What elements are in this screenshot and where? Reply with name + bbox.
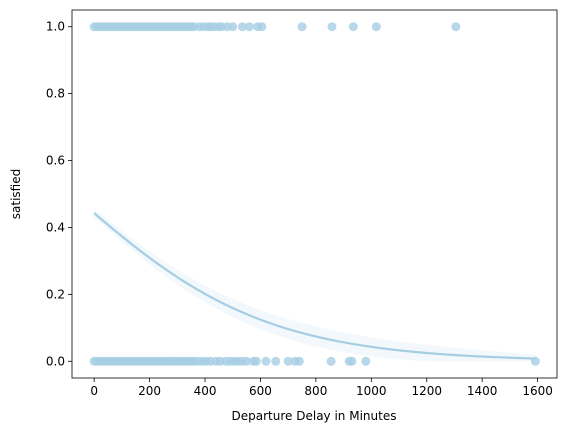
y-tick-label: 0.0 (46, 354, 65, 368)
data-point (251, 356, 261, 366)
data-point (257, 22, 267, 32)
x-tick-label: 800 (304, 384, 327, 398)
y-axis-title: satisfied (9, 169, 23, 219)
data-point (326, 356, 336, 366)
y-tick-label: 1.0 (46, 20, 65, 34)
x-tick-label: 1000 (356, 384, 387, 398)
y-tick-label: 0.2 (46, 287, 65, 301)
data-point (348, 22, 358, 32)
data-point (283, 356, 293, 366)
x-tick-label: 600 (249, 384, 272, 398)
data-point (242, 356, 252, 366)
data-point (361, 356, 371, 366)
y-tick-label: 0.6 (46, 154, 65, 168)
y-axis: 0.0 0.2 0.4 0.6 0.8 1.0 (46, 20, 72, 368)
data-point (297, 22, 307, 32)
y-tick-label: 0.4 (46, 220, 65, 234)
y-tick-label: 0.8 (46, 87, 65, 101)
x-tick-label: 1200 (411, 384, 442, 398)
x-axis-title: Departure Delay in Minutes (232, 409, 397, 423)
x-tick-label: 1400 (467, 384, 498, 398)
fit-line-layer (93, 212, 536, 360)
data-point (327, 22, 337, 32)
fit-line (93, 212, 536, 360)
data-point (347, 356, 357, 366)
data-point (294, 356, 304, 366)
x-tick-label: 0 (90, 384, 98, 398)
x-tick-label: 200 (138, 384, 161, 398)
data-point (244, 22, 254, 32)
confidence-band-layer (94, 209, 536, 362)
x-axis: 0 200 400 600 800 1000 1200 1400 1600 (90, 378, 553, 398)
points-layer (89, 22, 540, 366)
data-point (228, 22, 238, 32)
plot-frame (71, 9, 558, 379)
data-point (451, 22, 461, 32)
data-point (371, 22, 381, 32)
x-tick-label: 1600 (522, 384, 553, 398)
data-point (271, 356, 281, 366)
x-tick-label: 400 (194, 384, 217, 398)
data-point (237, 22, 247, 32)
fit-confidence-band (94, 209, 536, 362)
data-point (261, 356, 271, 366)
